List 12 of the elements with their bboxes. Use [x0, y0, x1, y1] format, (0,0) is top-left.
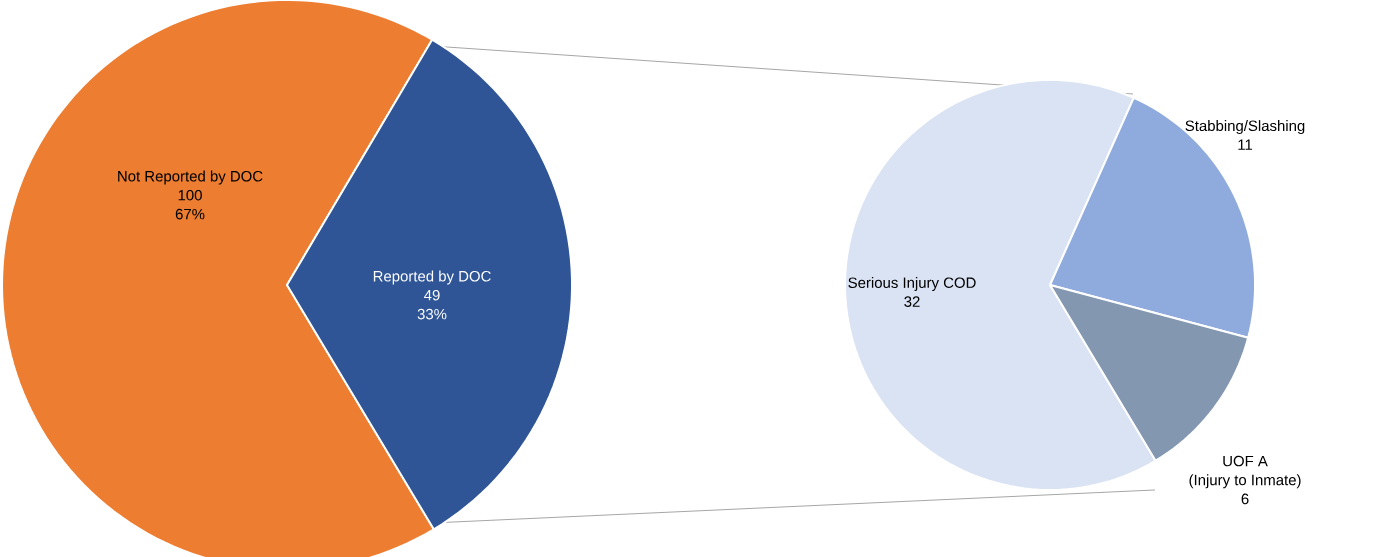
text: 33% — [417, 308, 447, 320]
slice-label: Not Reported by DOC — [118, 170, 263, 185]
slice-label: UOF A (Injury to Inmate) — [1189, 455, 1301, 489]
data-label: 49 — [424, 289, 440, 301]
data-label: 6 — [1241, 493, 1249, 505]
slice-label: Reported by DOC — [373, 270, 491, 285]
slice-label: Stabbing/Slashing — [1185, 120, 1305, 135]
data-label: 11 — [1238, 139, 1253, 150]
data-label: 100 — [178, 189, 202, 201]
data-label: 32 — [904, 296, 920, 307]
text: 67% — [175, 208, 205, 220]
slice-label: Serious Injury COD — [848, 277, 976, 291]
